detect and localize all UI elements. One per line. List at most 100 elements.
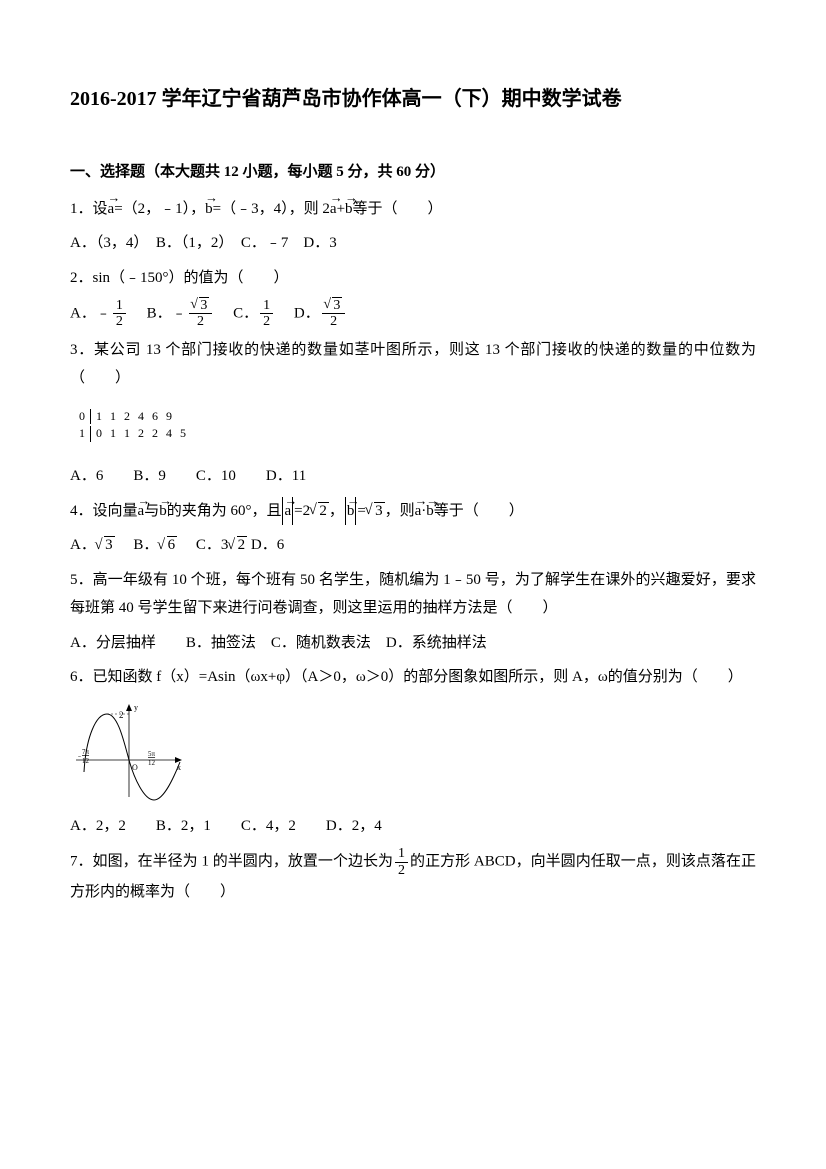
frac-1-2: 12: [395, 846, 408, 878]
sqrt-icon: 6: [158, 531, 177, 560]
q2-A: A．: [70, 305, 96, 321]
question-1: 1．设a=（2，﹣1），b=（﹣3，4），则 2a+b等于（ ）: [70, 195, 756, 224]
q3-stem: 某公司 13 个部门接收的快递的数量如茎叶图所示，则这 13 个部门接收的快递的…: [70, 342, 756, 387]
sqrt-icon: 3: [325, 298, 343, 313]
q3-optD: D．11: [266, 468, 306, 484]
radicand: 3: [374, 502, 385, 519]
frac-den: 2: [113, 314, 126, 329]
q2-options: A．﹣12 B．﹣32 C．12 D．32: [70, 298, 756, 330]
question-2: 2．sin（﹣150°）的值为（ ）: [70, 264, 756, 293]
q2-C: C．: [233, 305, 258, 321]
q2-stem: sin（﹣150°）的值为（ ）: [93, 270, 289, 286]
sl-leaf: 1: [107, 409, 119, 425]
sl-leaf: 1: [93, 409, 105, 425]
q4-D: D．6: [251, 537, 284, 553]
sl-leaf: 2: [149, 426, 161, 442]
vec-b2: b: [345, 195, 353, 224]
sqrt-icon: 3: [366, 497, 385, 526]
q4-A: A．: [70, 537, 96, 553]
sl-leaf: 4: [163, 426, 175, 442]
sl-leaf: 2: [121, 409, 133, 425]
q5-optB: B．抽签法: [186, 635, 256, 651]
q1-num: 1．: [70, 201, 93, 217]
q4-options: A．3 B．6 C．32 D．6: [70, 531, 756, 560]
q4-pre: 设向量: [93, 503, 138, 519]
right-den: 12: [148, 759, 156, 767]
sl-leaf: 0: [93, 426, 105, 442]
radicand: 3: [199, 297, 209, 313]
q6-optC: C．4，2: [241, 818, 296, 834]
vec-b: b: [205, 195, 213, 224]
vec-a2: a: [330, 195, 337, 224]
q6-num: 6．: [70, 669, 93, 685]
q3-num: 3．: [70, 342, 94, 358]
frac-num: 1: [113, 298, 126, 314]
q1-optC: C．﹣7: [241, 235, 289, 251]
q1-optA: A．（3，4）: [70, 235, 141, 251]
neg: ﹣: [96, 305, 111, 321]
frac-den: 2: [189, 314, 213, 329]
section-header: 一、选择题（本大题共 12 小题，每小题 5 分，共 60 分）: [70, 158, 756, 187]
sl-leaf: 2: [135, 426, 147, 442]
sl-leaf: 9: [163, 409, 175, 425]
right-num: 5π: [148, 750, 156, 758]
left-num: 7π: [82, 748, 90, 756]
q2-num: 2．: [70, 270, 93, 286]
radicand: 3: [332, 297, 342, 313]
sine-curve: [84, 714, 180, 800]
frac-1-2: 12: [113, 298, 126, 330]
vec-b: b: [159, 497, 167, 526]
sl-leaf: 4: [135, 409, 147, 425]
sine-graph: y 2 O x ﹣ 7π 12 5π 12: [74, 702, 756, 802]
sl-leaf: 5: [177, 426, 189, 442]
frac-den: 2: [395, 863, 408, 878]
frac-num: 3: [189, 298, 213, 314]
sl-leaf: 1: [107, 426, 119, 442]
q2-B: B．: [147, 305, 172, 321]
abs-a: a: [282, 497, 293, 526]
q1-eqb: =（﹣3，4），则 2: [213, 201, 330, 217]
q6-optB: B．2，1: [156, 818, 211, 834]
graph-svg: y 2 O x ﹣ 7π 12 5π 12: [74, 702, 184, 802]
y-arrow-icon: [126, 704, 132, 711]
abs-b: b: [345, 497, 357, 526]
frac-den: 2: [322, 314, 346, 329]
q1-optD: D．3: [303, 235, 336, 251]
question-4: 4．设向量a与b的夹角为 60°，且a=22，b=3，则a·b等于（ ）: [70, 497, 756, 526]
vec-a: a: [138, 497, 145, 526]
sl-stem-0: 0: [76, 409, 91, 425]
radicand: 2: [318, 502, 329, 519]
x-label: x: [177, 763, 181, 772]
frac-sqrt3-2: 32: [189, 298, 213, 330]
q1-pre: 设: [93, 201, 108, 217]
q1-tail: 等于（ ）: [353, 201, 443, 217]
origin-label: O: [132, 763, 138, 772]
frac-sqrt3-2b: 32: [322, 298, 346, 330]
sqrt-icon: 3: [96, 531, 115, 560]
radicand: 3: [104, 536, 115, 553]
frac-num: 3: [322, 298, 346, 314]
stem-leaf-plot: 0 1 1 2 4 6 9 1 0 1 1 2 2 4 5: [74, 407, 191, 444]
neg: ﹣: [172, 305, 187, 321]
frac-1-2b: 12: [260, 298, 273, 330]
q3-optA: A．6: [70, 468, 103, 484]
label-2: 2: [119, 710, 124, 720]
vec-b: b: [347, 497, 355, 526]
vec-a: a: [108, 195, 115, 224]
q1-optB: B．（1，2）: [156, 235, 226, 251]
sl-leaf: 1: [121, 426, 133, 442]
q6-optA: A．2，2: [70, 818, 126, 834]
q7-pre: 如图，在半径为 1 的半圆内，放置一个边长为: [93, 854, 393, 870]
q4-C: C．3: [196, 537, 229, 553]
vec-a: a: [284, 497, 291, 526]
sqrt-icon: 2: [310, 497, 329, 526]
q4-then: ，则: [385, 503, 415, 519]
q5-optD: D．系统抽样法: [386, 635, 487, 651]
q5-num: 5．: [70, 572, 93, 588]
question-3: 3．某公司 13 个部门接收的快递的数量如茎叶图所示，则这 13 个部门接收的快…: [70, 336, 756, 393]
q3-optC: C．10: [196, 468, 236, 484]
y-label: y: [134, 703, 138, 712]
q3-optB: B．9: [133, 468, 166, 484]
q6-stem: 已知函数 f（x）=Asin（ωx+φ）（A＞0，ω＞0）的部分图象如图所示，则…: [93, 669, 743, 685]
frac-den: 2: [260, 314, 273, 329]
